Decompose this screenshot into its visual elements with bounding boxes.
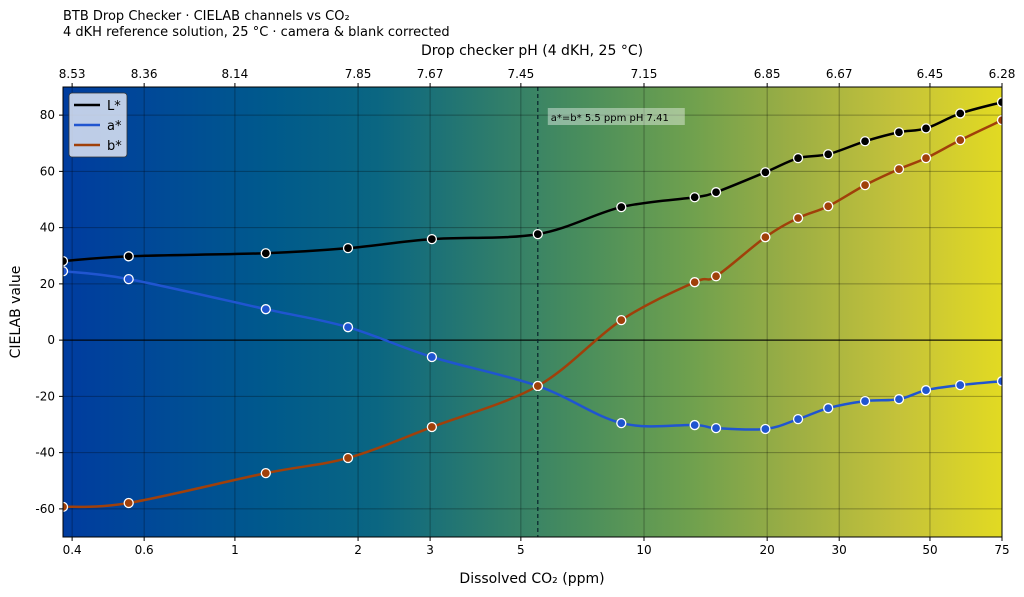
data-point-b-star xyxy=(616,315,627,326)
data-point-L-star xyxy=(616,201,627,213)
data-point-a-star xyxy=(955,379,966,391)
data-point-L-star xyxy=(123,251,134,262)
top-tick-label: 8.36 xyxy=(131,67,158,81)
y-tick-label: -60 xyxy=(35,502,55,516)
top-tick-label: 7.15 xyxy=(631,67,658,81)
data-point-b-star xyxy=(710,271,722,282)
y-tick-label: -20 xyxy=(35,389,55,403)
y-tick-label: 60 xyxy=(40,164,55,178)
x-tick-label: 50 xyxy=(922,543,937,557)
y-tick-label: 0 xyxy=(47,333,55,347)
legend-label: a* xyxy=(107,119,122,134)
data-point-b-star xyxy=(920,153,932,164)
data-point-a-star xyxy=(760,423,771,435)
plot-background xyxy=(63,87,1002,537)
data-point-a-star xyxy=(792,414,804,425)
chart-title: BTB Drop Checker · CIELAB channels vs CO… xyxy=(63,9,350,24)
x-tick-label: 20 xyxy=(760,543,775,557)
data-point-a-star xyxy=(996,376,1002,387)
x-tick-label: 0.6 xyxy=(135,543,154,557)
data-point-L-star xyxy=(342,243,354,254)
data-point-b-star xyxy=(342,452,354,464)
top-tick-label: 8.53 xyxy=(59,67,86,81)
data-point-a-star xyxy=(426,351,438,363)
top-tick-label: 6.28 xyxy=(989,67,1016,81)
data-point-b-star xyxy=(532,380,543,392)
x-tick-label: 5 xyxy=(517,543,525,557)
data-point-a-star xyxy=(260,304,271,315)
top-axis-label: Drop checker pH (4 dKH, 25 °C) xyxy=(421,43,643,59)
data-point-L-star xyxy=(893,127,905,138)
data-point-b-star xyxy=(760,232,771,243)
data-point-L-star xyxy=(955,108,966,119)
data-point-L-star xyxy=(710,187,722,198)
top-tick-label: 6.45 xyxy=(917,67,944,81)
y-tick-label: -40 xyxy=(35,446,55,460)
data-point-L-star xyxy=(859,136,871,147)
data-point-b-star xyxy=(955,135,966,146)
x-tick-label: 2 xyxy=(354,543,362,557)
y-tick-label: 80 xyxy=(40,108,55,122)
data-point-a-star xyxy=(823,403,834,414)
top-tick-label: 7.85 xyxy=(345,67,372,81)
data-point-L-star xyxy=(920,123,932,134)
x-tick-label: 1 xyxy=(231,543,239,557)
annotation-text: a*=b* 5.5 ppm pH 7.41 xyxy=(551,113,669,124)
x-tick-label: 3 xyxy=(426,543,434,557)
plot-frame xyxy=(62,86,1003,538)
data-point-b-star xyxy=(792,212,804,224)
top-tick-label: 8.14 xyxy=(222,67,249,81)
data-point-L-star xyxy=(792,153,804,164)
data-point-b-star xyxy=(689,277,700,288)
data-point-a-star xyxy=(342,322,354,333)
top-tick-label: 7.45 xyxy=(508,67,535,81)
data-point-b-star xyxy=(260,468,271,479)
data-point-L-star xyxy=(63,255,69,267)
chart-subtitle: 4 dKH reference solution, 25 °C · camera… xyxy=(63,25,450,40)
top-tick-label: 6.67 xyxy=(826,67,853,81)
x-tick-label: 10 xyxy=(636,543,651,557)
data-point-b-star xyxy=(426,421,438,433)
x-axis-label: Dissolved CO₂ (ppm) xyxy=(459,571,604,587)
data-point-a-star xyxy=(616,417,627,429)
x-tick-label: 30 xyxy=(832,543,847,557)
data-point-a-star xyxy=(123,273,134,285)
data-point-a-star xyxy=(920,385,932,396)
legend-label: b* xyxy=(107,139,122,154)
data-point-L-star xyxy=(823,149,834,160)
legend: L* a* b* xyxy=(68,92,128,158)
data-point-L-star xyxy=(689,192,700,203)
data-point-a-star xyxy=(689,419,700,431)
data-point-L-star xyxy=(760,167,771,178)
x-tick-label: 75 xyxy=(994,543,1009,557)
data-point-L-star xyxy=(996,97,1002,108)
top-tick-label: 6.85 xyxy=(754,67,781,81)
data-point-L-star xyxy=(260,248,271,259)
top-tick-label: 7.67 xyxy=(417,67,444,81)
data-point-b-star xyxy=(823,201,834,212)
data-point-a-star xyxy=(63,266,69,277)
annotation-box xyxy=(547,108,685,125)
data-point-b-star xyxy=(123,497,134,509)
data-point-L-star xyxy=(426,234,438,245)
data-point-b-star xyxy=(893,163,905,175)
y-tick-label: 40 xyxy=(40,221,55,235)
y-axis-label: CIELAB value xyxy=(8,266,24,359)
data-point-b-star xyxy=(996,115,1002,126)
y-tick-label: 20 xyxy=(40,277,55,291)
x-tick-label: 0.4 xyxy=(63,543,82,557)
data-point-a-star xyxy=(893,394,905,405)
data-point-L-star xyxy=(532,228,543,240)
legend-label: L* xyxy=(107,99,121,114)
data-point-a-star xyxy=(710,423,722,434)
data-point-b-star xyxy=(859,180,871,191)
data-point-b-star xyxy=(63,501,69,513)
data-point-a-star xyxy=(859,396,871,407)
